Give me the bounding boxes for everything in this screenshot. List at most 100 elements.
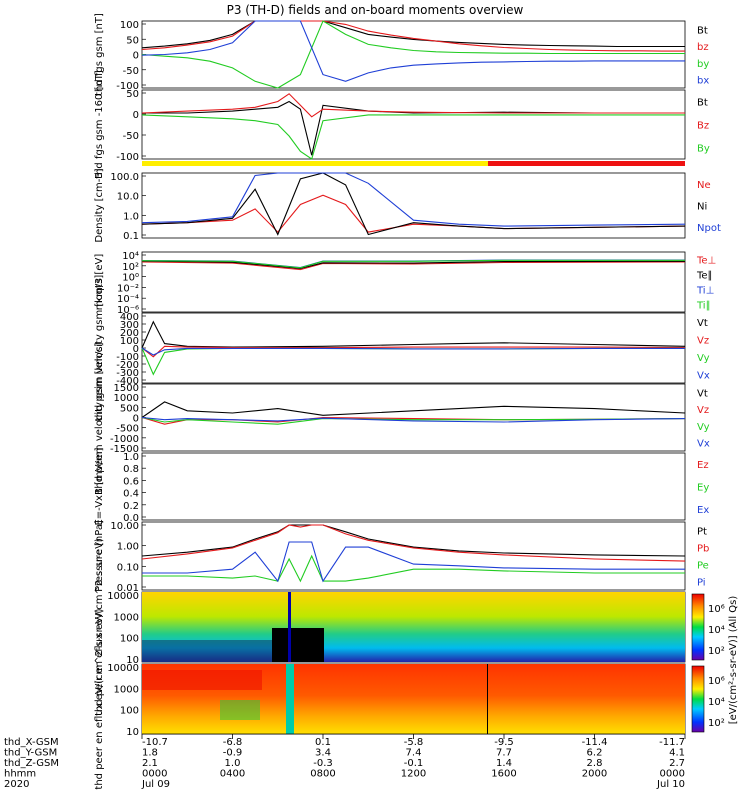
colorbar-ion-tick-1: 10⁴: [708, 625, 725, 636]
colorbar-electron-tick-2: 10²: [708, 718, 725, 729]
panel-5-series-3: [141, 416, 686, 423]
ephemeris-table: thd_X-GSM -10.7 -6.8 0.1 -5.8 -9.5 -11.4 -11.7 t…: [4, 733, 686, 790]
panel-1-frame: [141, 89, 686, 160]
panel-2-series-1: [141, 172, 686, 236]
electron-spectrogram-high-band: [142, 670, 262, 690]
panel-3-ytick-label: 10⁴: [122, 251, 139, 262]
colorbar-electron-tick-0: 10⁶: [708, 676, 725, 687]
ephemeris-value: Jul 09: [141, 779, 170, 790]
panel-7-legend-3: Pi: [697, 578, 706, 589]
panel-7-legend-2: Pe: [697, 561, 709, 572]
panel-5-series-0: [141, 401, 686, 418]
panel-2-legend-0: Ne: [697, 180, 711, 191]
panel-4-series-0: [141, 320, 686, 349]
ion-spectrogram-gap: [272, 628, 324, 662]
colorbars: 10⁶ 10⁴ 10² 10⁶ 10⁴ 10² [eV/(cm²-s-sr-eV…: [691, 593, 739, 733]
panel-7-ytick-label: 10.00: [110, 521, 139, 532]
panel-2-frame: [141, 172, 686, 239]
panel-5-ytick-label: 1500: [114, 383, 139, 394]
panel-9-ytick-label: 10000: [107, 663, 139, 674]
panel-6-ytick-label: 0.8: [123, 464, 139, 475]
ephemeris-value: 0.1: [315, 737, 331, 748]
panel-8-ytick-label: 1000: [114, 612, 139, 623]
panel-3-ytick-label: 10⁰: [122, 273, 139, 284]
ion-spectrogram-cold-band: [142, 640, 302, 662]
panel-9-ylabel: thd peer en eflux eV/(cm^2-s-sr-eV): [94, 608, 105, 789]
panel-7-frame: [141, 521, 686, 591]
panel-1: 50 0 -50 -100 thd fgs gsm -160 [nT] Bt Bz By: [94, 70, 710, 179]
panel-8-ytick-label: 100: [120, 634, 139, 645]
ephemeris-row-label: 2020: [4, 779, 29, 790]
panel-0-series-1: [141, 20, 685, 52]
ephemeris-value: -0.1: [404, 758, 424, 769]
panel-5-ytick-label: -500: [116, 424, 139, 435]
panel-6-ytick-label: 0.2: [123, 501, 139, 512]
panel-5-legend-2: Vy: [697, 422, 710, 433]
panel-6-ytick-label: 0.6: [123, 476, 139, 487]
panel-4-ytick-label: -200: [116, 360, 139, 371]
panel-6-ylabel: E=-VxB [mV/m]: [94, 447, 105, 525]
ephemeris-value: -0.9: [223, 748, 243, 759]
ephemeris-value: 0800: [310, 769, 335, 780]
panel-3-legend-1: Te∥: [696, 271, 713, 282]
ephemeris-value: 4.1: [669, 748, 685, 759]
colorbar-electron: [691, 665, 705, 733]
panel-4-ytick-label: -400: [116, 376, 139, 387]
ion-spectrogram: [142, 592, 685, 662]
panel-4-ytick-label: 0: [133, 344, 139, 355]
panel-7-ytick-label: 0.10: [117, 562, 139, 573]
panel-0-legend-0: Bt: [697, 25, 708, 36]
panel-6: 1.00.80.6 0.40.20.0 E=-VxB [mV/m] Ez Ey Ex: [94, 447, 709, 525]
panel-3-legend-2: Ti⊥: [696, 286, 714, 297]
panel-0-ytick-label: 0: [133, 51, 139, 62]
panel-2-ytick-label: 100.0: [110, 172, 139, 183]
panel-0-series-0: [141, 20, 685, 49]
panel-0-ylabel: thd fgs gsm [nT]: [94, 13, 105, 96]
panel-5-legend-0: Vt: [697, 388, 708, 399]
ephemeris-row-label: thd_Z-GSM: [4, 758, 59, 769]
mode-bar-red: [488, 161, 685, 166]
ephemeris-value: -9.5: [494, 737, 514, 748]
electron-spectrogram-cusp: [286, 664, 294, 734]
panel-7-ytick-label: 0.01: [117, 583, 139, 594]
panel-1-ylabel: thd fgs gsm -160 [nT]: [94, 70, 105, 179]
panel-4-legend-3: Vx: [697, 370, 710, 381]
panel-3-frame: [141, 251, 686, 313]
ephemeris-value: 2.1: [142, 758, 158, 769]
panel-6-ytick-label: 1.0: [123, 452, 139, 463]
panel-1-ytick-label: 50: [126, 89, 139, 100]
electron-spectrogram: [142, 664, 685, 734]
panel-7-series-2: [142, 554, 685, 583]
panel-7-series-0: [141, 524, 686, 557]
panel-5-ytick-label: -1500: [110, 444, 139, 455]
panel-5-legend-1: Vz: [697, 405, 709, 416]
panel-3-series-1: [141, 260, 686, 270]
panel-2-legend-2: Npot: [697, 223, 721, 234]
panel-1-ytick-label: 0: [133, 110, 139, 121]
panel-2-series-0: [141, 194, 686, 233]
panel-8-ylabel: thd peir en eflux eV/(cm^2-s-sr-eV): [94, 538, 105, 716]
panel-5-ytick-label: 500: [120, 403, 139, 414]
panel-4-ytick-label: 300: [120, 320, 139, 331]
ephemeris-value: -11.7: [659, 737, 685, 748]
panel-3-ylabel: moqt3 [eV]: [94, 254, 105, 311]
panel-0-legend-3: bx: [697, 76, 709, 87]
panel-2-series-2: [141, 172, 686, 227]
panel-5-ylabel: thd peem velocity gsm [km/s]: [94, 342, 105, 492]
ephemeris-value: 7.7: [496, 748, 512, 759]
panel-0-series-2: [141, 20, 685, 89]
ephemeris-value: 0000: [660, 769, 685, 780]
ephemeris-value: 2.8: [587, 758, 603, 769]
panel-7-series-3: [142, 541, 685, 583]
panel-7-series-1: [141, 524, 686, 562]
panel-4-legend-2: Vy: [697, 353, 710, 364]
panel-0-ytick-label: 50: [126, 35, 139, 46]
colorbar-ion: [691, 593, 705, 661]
panel-4-ytick-label: 100: [120, 336, 139, 347]
ephemeris-row-label: thd_Y-GSM: [4, 748, 57, 759]
panel-3-ytick-label: 10⁻⁶: [117, 305, 139, 316]
colorbar-electron-tick-1: 10⁴: [708, 697, 725, 708]
ephemeris-value: 6.2: [587, 748, 603, 759]
